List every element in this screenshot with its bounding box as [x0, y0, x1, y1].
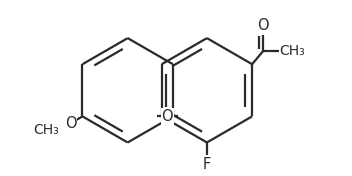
Text: O: O — [65, 116, 77, 131]
Text: F: F — [203, 157, 211, 172]
Text: O: O — [257, 18, 269, 33]
Text: O: O — [162, 109, 173, 124]
Text: CH₃: CH₃ — [33, 123, 59, 137]
Text: CH₃: CH₃ — [280, 44, 306, 58]
